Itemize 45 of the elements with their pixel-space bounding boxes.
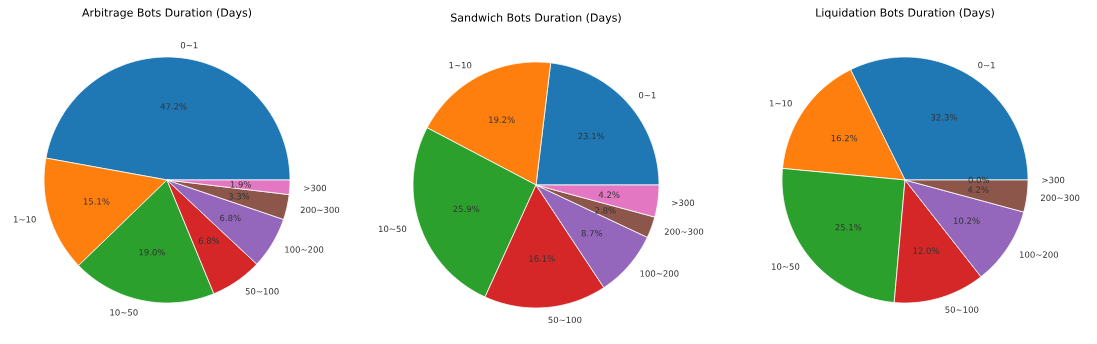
slice-label: 100~200: [1019, 251, 1059, 258]
slice-label: 100~200: [640, 270, 679, 277]
data-label: 8.7%: [581, 230, 603, 237]
data-label: 16.1%: [529, 255, 555, 262]
data-label: 12.0%: [913, 247, 940, 254]
slice-label: >300: [672, 199, 695, 207]
slice-label: 0~1: [180, 42, 198, 49]
slice-label: 200~300: [300, 206, 340, 214]
slice-label: >300: [304, 184, 327, 192]
slice-label: 200~300: [664, 228, 704, 235]
slice-label: 50~100: [245, 288, 279, 295]
chart-title: Liquidation Bots Duration (Days): [816, 8, 994, 19]
data-label: 15.1%: [83, 198, 110, 205]
data-label: 23.1%: [578, 132, 605, 140]
slice-label: 1~10: [13, 216, 36, 223]
chart-title: Sandwich Bots Duration (Days): [451, 13, 621, 24]
slice-label: 10~50: [110, 309, 138, 316]
data-label: 3.3%: [228, 193, 250, 200]
slice-label: 10~50: [378, 225, 407, 233]
data-label: 2.8%: [595, 207, 616, 214]
slice-label: 0~1: [978, 61, 995, 69]
slice-label: 50~100: [945, 306, 979, 313]
data-label: 10.2%: [954, 217, 980, 224]
data-label: 25.9%: [453, 205, 480, 213]
data-label: 32.3%: [931, 114, 957, 121]
slice-label: 200~300: [1040, 194, 1080, 202]
slice-label: 1~10: [769, 100, 792, 107]
data-label: 25.1%: [835, 224, 862, 231]
slice-label: 50~100: [548, 316, 582, 324]
slice-label: 10~50: [772, 263, 800, 270]
slice-label: 1~10: [449, 62, 472, 69]
data-label: 6.8%: [198, 237, 220, 244]
data-label: 6.8%: [220, 214, 241, 222]
slice-label: 100~200: [285, 246, 324, 253]
data-label: 47.2%: [160, 103, 187, 110]
chart-title: Arbitrage Bots Duration (Days): [82, 8, 252, 19]
text: 0.0%: [968, 176, 990, 184]
data-label: 1.9%: [230, 181, 252, 188]
data-label: 4.2%: [598, 191, 620, 198]
category-label: >300: [1042, 176, 1065, 184]
data-label: 4.2%: [967, 186, 989, 193]
data-label: 19.2%: [489, 116, 515, 123]
slice-label: 0~1: [638, 91, 656, 99]
data-label: 16.2%: [831, 134, 858, 142]
data-label: 19.0%: [139, 249, 165, 256]
